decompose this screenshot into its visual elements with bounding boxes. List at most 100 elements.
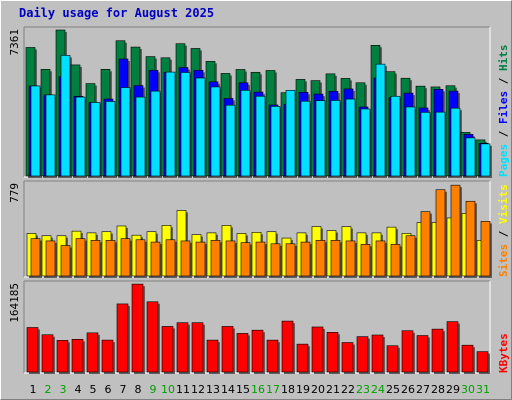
bar-sites-day-21: [330, 240, 341, 277]
bar-sites-day-18: [285, 243, 296, 277]
legend-sites-visits-part: Sites: [497, 244, 510, 277]
bar-kbytes-day-18: [281, 320, 294, 373]
day-label-6: 6: [105, 383, 112, 396]
bar-pages-day-10: [165, 71, 176, 177]
bar-kbytes-day-27: [416, 335, 429, 373]
bar-kbytes-day-9: [146, 301, 159, 373]
bar-pages-day-11: [180, 72, 191, 177]
bar-sites-day-1: [30, 238, 41, 277]
bar-sites-day-30: [465, 200, 476, 277]
legend-kbytes: KBytes: [497, 333, 510, 373]
bar-pages-day-1: [30, 85, 41, 177]
bar-sites-day-8: [135, 239, 146, 277]
bar-sites-day-31: [480, 221, 491, 277]
bar-pages-day-26: [405, 106, 416, 177]
bar-sites-day-25: [390, 244, 401, 277]
day-label-21: 21: [326, 383, 340, 396]
bar-pages-day-24: [375, 63, 386, 177]
bar-pages-day-20: [315, 100, 326, 177]
bar-kbytes-day-2: [41, 334, 54, 373]
bar-kbytes-day-23: [356, 336, 369, 373]
legend-pages-files-hits-part: Files: [497, 91, 510, 124]
bar-pages-day-14: [225, 104, 236, 177]
bar-sites-day-5: [90, 240, 101, 277]
bar-sites-day-15: [240, 242, 251, 277]
legend-kbytes-part: KBytes: [497, 333, 510, 373]
day-label-22: 22: [341, 383, 355, 396]
legend-sites-visits: Sites / Visits: [497, 184, 510, 277]
y-max-label-hits: 7361: [8, 29, 21, 56]
bar-pages-day-27: [420, 112, 431, 177]
bar-kbytes-day-10: [161, 326, 174, 373]
y-max-label-kbytes: 164185: [8, 283, 21, 323]
bar-pages-day-29: [450, 107, 461, 177]
bar-pages-day-6: [105, 101, 116, 177]
legend-pages-files-hits-part: /: [497, 71, 510, 91]
bar-kbytes-day-31: [476, 351, 489, 373]
day-label-18: 18: [281, 383, 295, 396]
bar-pages-day-31: [480, 143, 491, 177]
bar-kbytes-day-3: [56, 340, 69, 373]
day-label-19: 19: [296, 383, 310, 396]
day-label-25: 25: [386, 383, 400, 396]
day-label-13: 13: [206, 383, 220, 396]
bar-kbytes-day-25: [386, 345, 399, 373]
bar-kbytes-day-22: [341, 342, 354, 373]
day-label-8: 8: [135, 383, 142, 396]
day-label-29: 29: [446, 383, 460, 396]
bar-kbytes-day-8: [131, 283, 144, 373]
bar-kbytes-day-5: [86, 332, 99, 373]
bar-sites-day-17: [270, 243, 281, 277]
bar-kbytes-day-16: [251, 329, 264, 373]
day-label-14: 14: [221, 383, 235, 396]
bar-pages-day-16: [255, 95, 266, 177]
bar-pages-day-15: [240, 90, 251, 177]
bar-pages-day-21: [330, 100, 341, 177]
bar-pages-day-13: [210, 86, 221, 177]
bar-sites-day-16: [255, 241, 266, 277]
bar-sites-day-6: [105, 240, 116, 277]
bar-kbytes-day-24: [371, 334, 384, 373]
bar-sites-day-9: [150, 241, 161, 277]
day-label-16: 16: [251, 383, 265, 396]
bar-pages-day-4: [75, 96, 86, 177]
bar-sites-day-12: [195, 241, 206, 277]
bar-kbytes-day-26: [401, 330, 414, 373]
bar-sites-day-22: [345, 240, 356, 277]
bar-sites-day-2: [45, 240, 56, 277]
legend-sites-visits-part: Visits: [497, 184, 510, 224]
day-label-27: 27: [416, 383, 430, 396]
bar-pages-day-12: [195, 77, 206, 177]
day-label-7: 7: [120, 383, 127, 396]
bar-pages-day-5: [90, 102, 101, 177]
bar-pages-day-9: [150, 90, 161, 177]
bar-kbytes-day-30: [461, 344, 474, 373]
bar-sites-day-24: [375, 240, 386, 277]
bar-sites-day-3: [60, 245, 71, 277]
day-label-28: 28: [431, 383, 445, 396]
bar-kbytes-day-19: [296, 343, 309, 373]
bar-pages-day-3: [60, 55, 71, 177]
legend-sites-visits-part: /: [497, 224, 510, 244]
bar-pages-day-22: [345, 98, 356, 177]
bar-sites-day-19: [300, 241, 311, 277]
bar-sites-day-26: [405, 235, 416, 277]
bar-sites-day-23: [360, 244, 371, 277]
bar-sites-day-14: [225, 240, 236, 277]
bar-kbytes-day-4: [71, 339, 84, 373]
legend-pages-files-hits-part: Pages: [497, 144, 510, 177]
legend-pages-files-hits-part: /: [497, 124, 510, 144]
bar-kbytes-day-15: [236, 333, 249, 373]
day-label-12: 12: [191, 383, 205, 396]
bar-kbytes-day-29: [446, 321, 459, 373]
legend-pages-files-hits: Pages / Files / Hits: [497, 45, 510, 178]
bar-pages-day-28: [435, 111, 446, 177]
day-label-31: 31: [476, 383, 490, 396]
bar-kbytes-day-12: [191, 322, 204, 373]
bar-kbytes-day-1: [26, 327, 39, 373]
bar-sites-day-13: [210, 240, 221, 277]
bar-sites-day-10: [165, 239, 176, 277]
day-label-24: 24: [371, 383, 385, 396]
day-label-3: 3: [60, 383, 67, 396]
